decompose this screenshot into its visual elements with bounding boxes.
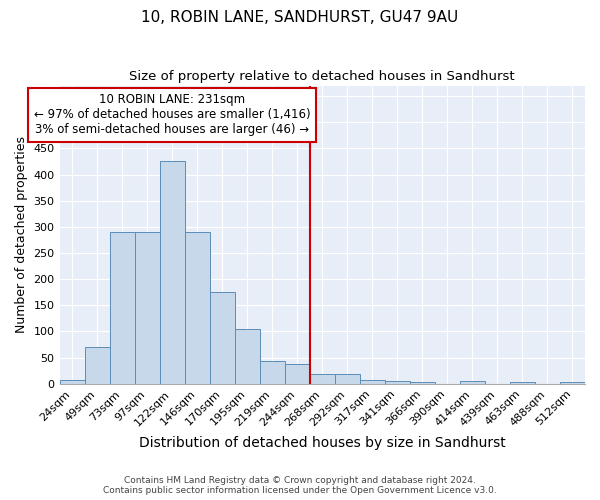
Text: 10, ROBIN LANE, SANDHURST, GU47 9AU: 10, ROBIN LANE, SANDHURST, GU47 9AU — [142, 10, 458, 25]
Bar — [560, 382, 585, 384]
Bar — [59, 380, 85, 384]
Bar — [85, 347, 110, 384]
Bar — [134, 232, 160, 384]
Bar — [285, 364, 310, 384]
Bar — [110, 232, 134, 384]
Bar — [510, 382, 535, 384]
Bar — [209, 292, 235, 384]
Text: Contains HM Land Registry data © Crown copyright and database right 2024.
Contai: Contains HM Land Registry data © Crown c… — [103, 476, 497, 495]
Y-axis label: Number of detached properties: Number of detached properties — [15, 136, 28, 333]
Bar — [260, 362, 285, 384]
Bar — [460, 381, 485, 384]
X-axis label: Distribution of detached houses by size in Sandhurst: Distribution of detached houses by size … — [139, 436, 506, 450]
Bar — [310, 374, 335, 384]
Title: Size of property relative to detached houses in Sandhurst: Size of property relative to detached ho… — [130, 70, 515, 83]
Bar — [235, 329, 260, 384]
Bar — [160, 162, 185, 384]
Bar — [360, 380, 385, 384]
Bar — [410, 382, 435, 384]
Bar — [185, 232, 209, 384]
Bar — [385, 381, 410, 384]
Bar — [335, 374, 360, 384]
Text: 10 ROBIN LANE: 231sqm
← 97% of detached houses are smaller (1,416)
3% of semi-de: 10 ROBIN LANE: 231sqm ← 97% of detached … — [34, 94, 310, 136]
